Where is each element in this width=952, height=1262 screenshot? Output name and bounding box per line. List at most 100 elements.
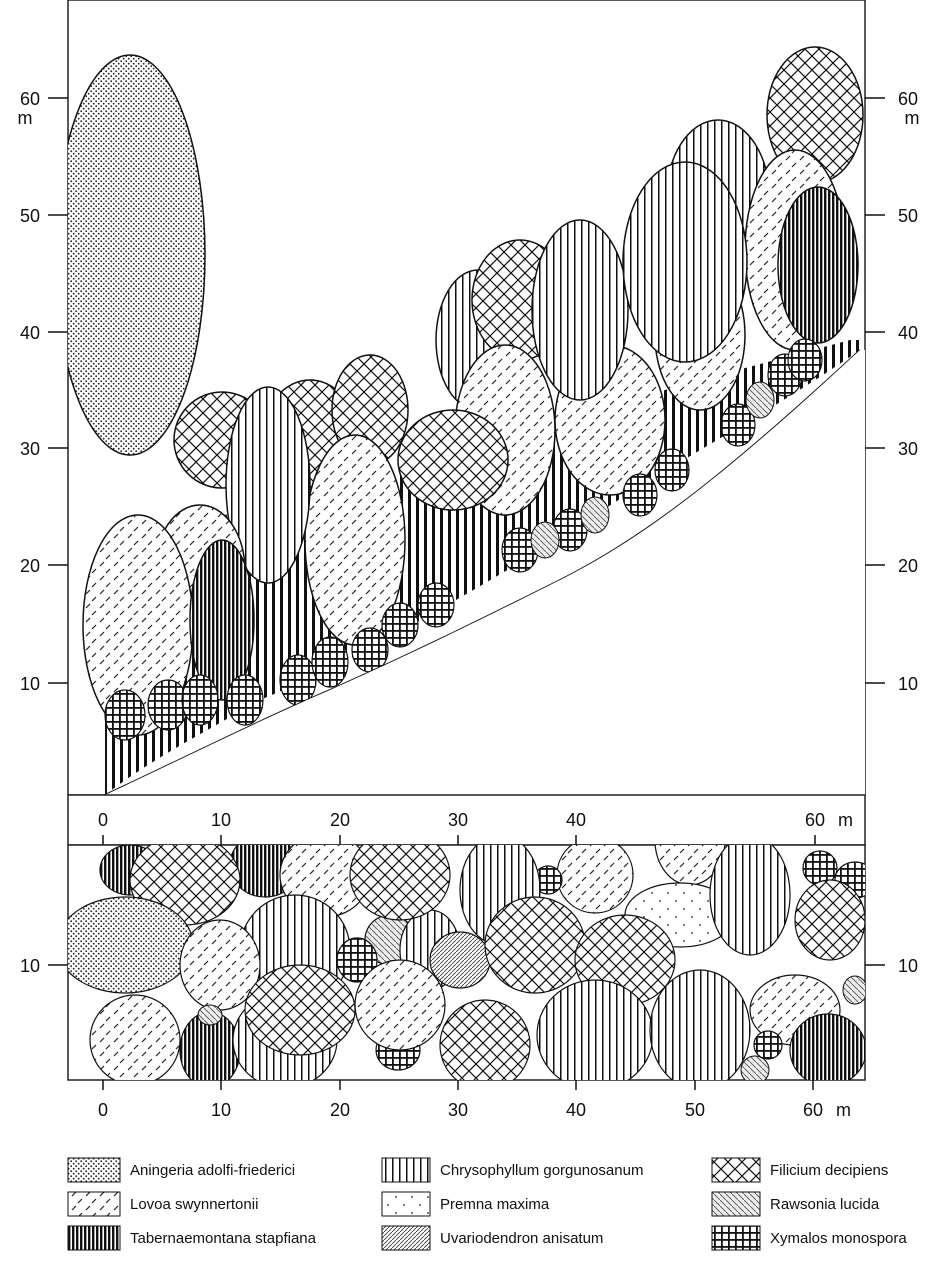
xymalos-crown	[720, 403, 756, 447]
x-tick-bottom-30: 30	[448, 1100, 468, 1120]
height-tick-20-right: 20	[898, 556, 918, 576]
xymalos-crown	[417, 582, 455, 628]
filicium-crown	[397, 409, 509, 511]
plan-y-axis: 10 10	[20, 956, 918, 976]
legend-item-xymalos: Xymalos monospora	[711, 1225, 907, 1251]
x-tick-bottom-10: 10	[211, 1100, 231, 1120]
legend-label-lovoa: Lovoa swynnertonii	[130, 1196, 258, 1213]
xymalos-crown	[181, 674, 219, 726]
x-tick-top-0: 0	[98, 810, 108, 830]
right-height-axis: 10 20 30 40 50 60 m	[865, 89, 920, 694]
legend-swatch-lovoa	[67, 1191, 121, 1217]
height-tick-30: 30	[20, 439, 40, 459]
legend-swatch-filicium	[711, 1157, 761, 1183]
legend-label-rawsonia: Rawsonia lucida	[770, 1196, 880, 1213]
rawsonia-crown	[740, 1055, 770, 1080]
legend-label-premna: Premna maxima	[440, 1196, 550, 1213]
height-tick-10: 10	[20, 674, 40, 694]
uvario-crown	[429, 931, 491, 989]
xymalos-crown	[226, 674, 264, 726]
legend-item-taber: Tabernaemontana stapfiana	[67, 1225, 317, 1251]
xymalos-crown	[381, 602, 419, 648]
height-unit-left: m	[18, 108, 33, 128]
xymalos-crown	[279, 654, 317, 706]
x-tick-top-60: 60	[805, 810, 825, 830]
plan-y-tick-10-right: 10	[898, 956, 918, 976]
legend-label-uvario: Uvariodendron anisatum	[440, 1230, 603, 1247]
chryso-crown	[709, 845, 791, 956]
legend-label-chryso: Chrysophyllum gorgunosanum	[440, 1162, 643, 1179]
aningeria-crown	[68, 896, 194, 994]
height-unit-right: m	[905, 108, 920, 128]
xymalos-crown	[311, 636, 349, 688]
x-tick-bottom-60: 60	[803, 1100, 823, 1120]
legend-swatch-premna	[381, 1191, 431, 1217]
profile-panel: 10 20 30 40 50 60 m 10 20 30 40 50 60 m	[18, 0, 920, 796]
legend-swatch-chryso	[381, 1157, 431, 1183]
taber-crown	[789, 1013, 865, 1080]
plan-y-tick-10-left: 10	[20, 956, 40, 976]
x-tick-bottom-0: 0	[98, 1100, 108, 1120]
x-tick-bottom-50: 50	[685, 1100, 705, 1120]
filicium-crown	[794, 879, 865, 961]
rawsonia-crown	[842, 975, 865, 1005]
xymalos-crown	[104, 689, 146, 741]
height-tick-10-right: 10	[898, 674, 918, 694]
height-tick-20: 20	[20, 556, 40, 576]
height-tick-40: 40	[20, 323, 40, 343]
plan-panel: 10 10 0 10 20 30 40 50 60 m	[20, 844, 918, 1120]
legend-label-filicium: Filicium decipiens	[770, 1162, 888, 1179]
legend-swatch-rawsonia	[711, 1191, 761, 1217]
height-tick-50-right: 50	[898, 206, 918, 226]
rawsonia-crown	[580, 496, 610, 534]
filicium-crown	[349, 845, 451, 921]
height-tick-40-right: 40	[898, 323, 918, 343]
left-height-axis: 10 20 30 40 50 60 m	[18, 89, 68, 694]
legend-item-chryso: Chrysophyllum gorgunosanum	[381, 1157, 643, 1183]
legend-item-lovoa: Lovoa swynnertonii	[67, 1191, 258, 1217]
legend: Aningeria adolfi-friederici Chrysophyllu…	[67, 1157, 907, 1251]
legend-item-premna: Premna maxima	[381, 1191, 550, 1217]
rawsonia-crown	[530, 521, 560, 559]
legend-item-rawsonia: Rawsonia lucida	[711, 1191, 880, 1217]
x-tick-top-10: 10	[211, 810, 231, 830]
taber-crown	[189, 539, 255, 701]
filicium-crown	[244, 964, 356, 1056]
height-tick-50: 50	[20, 206, 40, 226]
plan-crowns	[68, 845, 865, 1080]
taber-crown	[777, 186, 859, 344]
lovoa-crown	[354, 959, 446, 1051]
xymalos-crown	[654, 448, 690, 492]
legend-swatch-aningeria	[67, 1157, 121, 1183]
x-tick-top-30: 30	[448, 810, 468, 830]
legend-label-taber: Tabernaemontana stapfiana	[130, 1230, 317, 1247]
legend-swatch-taber	[67, 1225, 121, 1251]
profile-crowns	[68, 46, 865, 795]
legend-label-aningeria: Aningeria adolfi-friederici	[130, 1162, 295, 1179]
legend-item-uvario: Uvariodendron anisatum	[381, 1225, 603, 1251]
xymalos-crown	[753, 1030, 783, 1060]
x-unit-bottom: m	[836, 1100, 851, 1120]
filicium-crown	[439, 999, 531, 1080]
chryso-crown	[225, 386, 311, 584]
ground-area	[105, 350, 865, 795]
chryso-crown	[649, 969, 751, 1080]
x-tick-top-20: 20	[330, 810, 350, 830]
legend-item-aningeria: Aningeria adolfi-friederici	[67, 1157, 295, 1183]
x-tick-top-40: 40	[566, 810, 586, 830]
xymalos-crown	[336, 937, 378, 983]
chryso-crown	[622, 161, 748, 363]
x-tick-bottom-20: 20	[330, 1100, 350, 1120]
legend-item-filicium: Filicium decipiens	[711, 1157, 888, 1183]
aningeria-crown	[68, 54, 206, 456]
xymalos-crown	[622, 473, 658, 517]
lovoa-crown	[89, 994, 181, 1080]
xymalos-crown	[787, 338, 823, 382]
height-tick-60: 60	[20, 89, 40, 109]
height-tick-60-right: 60	[898, 89, 918, 109]
legend-swatch-uvario	[381, 1225, 431, 1251]
legend-label-xymalos: Xymalos monospora	[770, 1230, 907, 1247]
legend-swatch-xymalos	[711, 1225, 761, 1251]
rawsonia-crown	[197, 1004, 223, 1026]
